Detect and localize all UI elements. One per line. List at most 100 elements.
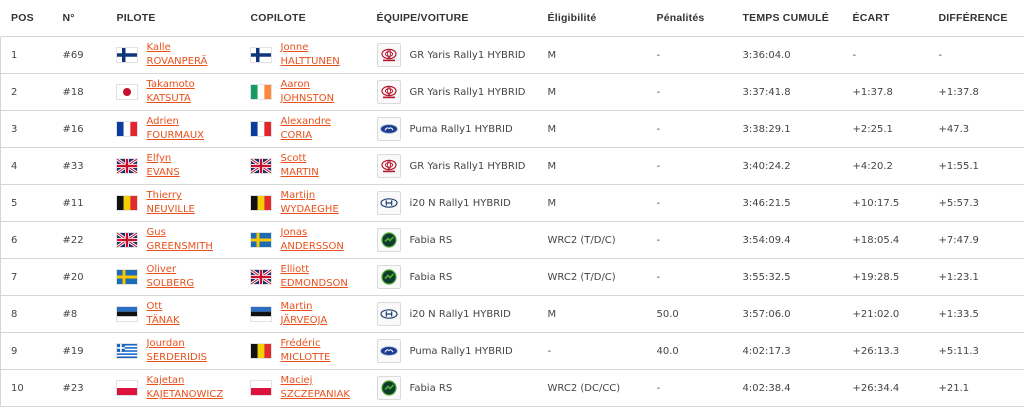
car-model: Fabia RS [409,382,453,394]
ford-logo [376,339,401,363]
codriver-link[interactable]: Aaron JOHNSTON [281,78,335,106]
toyota-logo [376,80,401,104]
codriver-cell: Maciej SZCZEPANIAK [240,369,367,407]
total-time-cell: 3:37:41.8 [732,73,843,111]
driver-last-name: TÄNAK [146,315,180,326]
header-gap: ÉCART [852,12,890,24]
difference-cell: - [928,36,1024,74]
driver-first-name: Takamoto [146,79,195,90]
header-difference: DIFFÉRENCE [938,12,1008,24]
header-team: ÉQUIPE/VOITURE [376,12,469,24]
driver-first-name: Elfyn [146,153,172,164]
penalties-cell: 50.0 [646,295,733,333]
driver-link[interactable]: Elfyn EVANS [147,152,180,180]
gap-cell: +10:17.5 [842,184,929,222]
team-cell: Fabia RS [366,258,538,296]
team-cell: i20 N Rally1 HYBRID [366,184,538,222]
driver-cell: Takamoto KATSUTA [106,73,241,111]
position-cell: 1 [0,36,53,74]
codriver-last-name: MICLOTTE [280,352,331,363]
belgium-flag-icon [250,196,271,210]
difference-cell: +47.3 [928,110,1024,148]
team: i20 N Rally1 HYBRID [376,191,538,215]
codriver-link[interactable]: Jonne HALTTUNEN [281,41,340,69]
driver-link[interactable]: Gus GREENSMITH [147,226,213,254]
car-model: GR Yaris Rally1 HYBRID [409,86,526,98]
uk-flag-icon [250,270,271,284]
driver-cell: Jourdan SERDERIDIS [106,332,241,370]
codriver: Alexandre CORIA [250,115,367,143]
total-time-cell: 3:55:32.5 [732,258,843,296]
team: Puma Rally1 HYBRID [376,117,538,141]
codriver-last-name: MARTIN [280,167,319,178]
codriver-first-name: Aaron [280,79,310,90]
codriver: Aaron JOHNSTON [250,78,367,106]
team-cell: GR Yaris Rally1 HYBRID [366,36,538,74]
position-cell: 5 [0,184,53,222]
difference-cell: +5:57.3 [928,184,1024,222]
codriver-first-name: Maciej [280,375,313,386]
sweden-flag-icon [250,233,271,247]
driver-last-name: KAJETANOWICZ [146,389,224,400]
codriver-link[interactable]: Martin JÄRVEOJA [281,300,328,328]
driver-link[interactable]: Thierry NEUVILLE [147,189,195,217]
table-row: 6 #22 Gus GREENSMITH Jonas ANDERSSON [0,221,1024,259]
codriver: Martijn WYDAEGHE [250,189,367,217]
driver-cell: Adrien FOURMAUX [106,110,241,148]
team: i20 N Rally1 HYBRID [376,302,538,326]
codriver-first-name: Jonne [280,42,309,53]
belgium-flag-icon [116,196,137,210]
ford-logo [376,117,401,141]
driver-link[interactable]: Adrien FOURMAUX [147,115,205,143]
difference-cell: +1:37.8 [928,73,1024,111]
header-codriver: COPILOTE [250,12,306,24]
driver: Kajetan KAJETANOWICZ [116,374,241,402]
skoda-logo [376,376,401,400]
uk-flag-icon [250,159,271,173]
driver-last-name: GREENSMITH [146,241,213,252]
driver-link[interactable]: Kalle ROVANPERÄ [147,41,208,69]
driver: Kalle ROVANPERÄ [116,41,241,69]
driver-link[interactable]: Kajetan KAJETANOWICZ [147,374,224,402]
driver-last-name: FOURMAUX [146,130,205,141]
skoda-logo [376,265,401,289]
codriver-first-name: Elliott [280,264,310,275]
total-time-cell: 4:02:17.3 [732,332,843,370]
car-number-cell: #19 [52,332,107,370]
driver-first-name: Jourdan [146,338,185,349]
car-number-cell: #16 [52,110,107,148]
car-model: GR Yaris Rally1 HYBRID [409,49,526,61]
codriver-cell: Martin JÄRVEOJA [240,295,367,333]
codriver-link[interactable]: Maciej SZCZEPANIAK [281,374,350,402]
toyota-logo [376,154,401,178]
header-driver: PILOTE [116,12,156,24]
japan-flag-icon [116,85,137,99]
driver-link[interactable]: Jourdan SERDERIDIS [147,337,208,365]
codriver-last-name: WYDAEGHE [280,204,339,215]
driver-link[interactable]: Oliver SOLBERG [147,263,195,291]
driver-first-name: Adrien [146,116,179,127]
eligibility-cell: M [537,36,647,74]
position-cell: 7 [0,258,53,296]
codriver-link[interactable]: Martijn WYDAEGHE [281,189,339,217]
codriver-link[interactable]: Scott MARTIN [281,152,319,180]
car-number-cell: #22 [52,221,107,259]
penalties-cell: - [646,221,733,259]
car-number-cell: #69 [52,36,107,74]
codriver-link[interactable]: Frédéric MICLOTTE [281,337,331,365]
codriver-last-name: HALTTUNEN [280,56,340,67]
codriver-cell: Alexandre CORIA [240,110,367,148]
codriver-last-name: CORIA [280,130,313,141]
codriver-link[interactable]: Elliott EDMONDSON [281,263,348,291]
driver-cell: Kalle ROVANPERÄ [106,36,241,74]
gap-cell: +26:13.3 [842,332,929,370]
driver-last-name: KATSUTA [146,93,191,104]
driver-link[interactable]: Takamoto KATSUTA [147,78,195,106]
codriver-link[interactable]: Jonas ANDERSSON [281,226,344,254]
driver-cell: Thierry NEUVILLE [106,184,241,222]
codriver-link[interactable]: Alexandre CORIA [281,115,331,143]
position-cell: 9 [0,332,53,370]
driver-link[interactable]: Ott TÄNAK [147,300,180,328]
driver-last-name: SERDERIDIS [146,352,208,363]
team-cell: Fabia RS [366,221,538,259]
